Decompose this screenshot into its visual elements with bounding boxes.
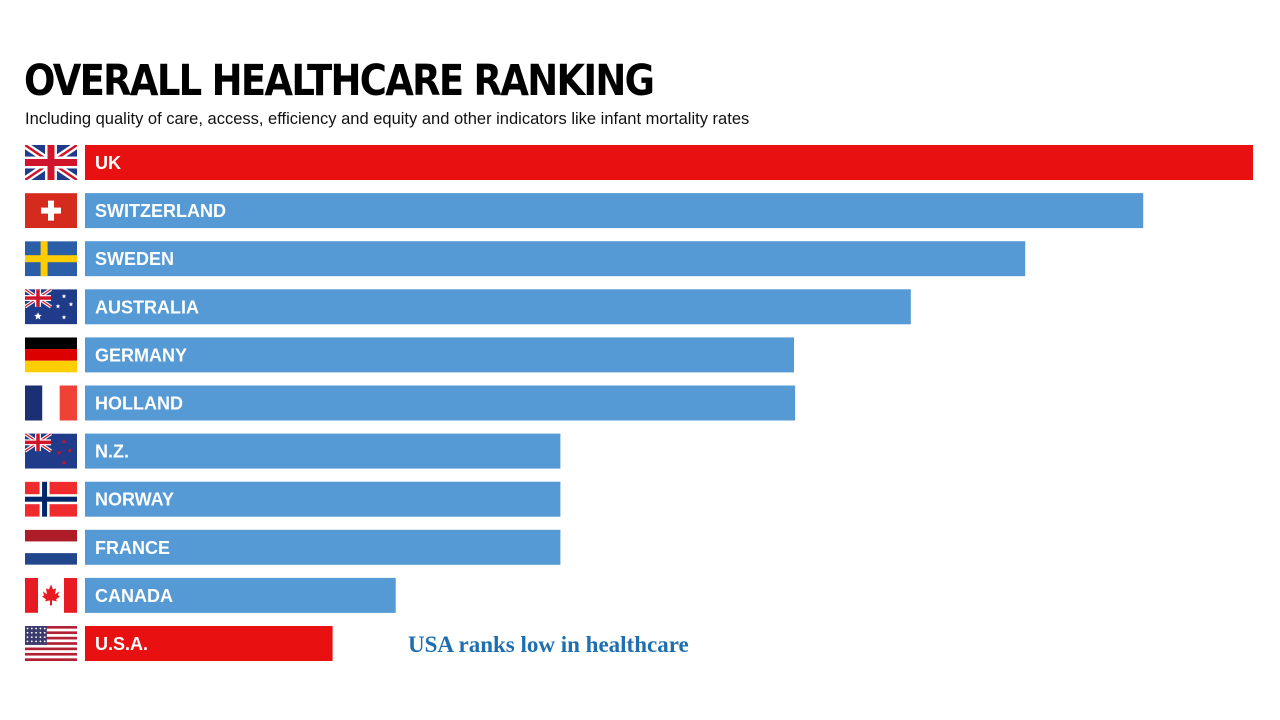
netherlands-flag-icon xyxy=(25,529,77,565)
bar-australia xyxy=(85,289,911,325)
bar-france xyxy=(85,529,561,565)
bar-label-canada: CANADA xyxy=(95,586,173,606)
bar-label-norway: NORWAY xyxy=(95,490,174,510)
chart-title: OVERALL HEALTHCARE RANKING xyxy=(24,56,655,106)
new-zealand-flag-icon xyxy=(25,433,77,469)
germany-flag-icon xyxy=(25,337,77,373)
bar-label-australia: AUSTRALIA xyxy=(95,297,199,317)
bar-switzerland xyxy=(85,193,1144,229)
bar-label-switzerland: SWITZERLAND xyxy=(95,201,226,221)
usa-flag-icon xyxy=(25,626,77,661)
bar-label-u-s-a: U.S.A. xyxy=(95,634,148,654)
bar-canada xyxy=(85,577,396,613)
bar-germany xyxy=(85,337,794,373)
bar-uk xyxy=(85,145,1253,180)
norway-flag-icon xyxy=(25,481,77,517)
uk-flag-icon xyxy=(25,145,77,180)
bar-norway xyxy=(85,481,561,517)
bar-sweden xyxy=(85,241,1026,277)
bar-label-n-z: N.Z. xyxy=(95,442,129,462)
switzerland-flag-icon xyxy=(25,193,77,229)
canada-flag-icon xyxy=(25,577,77,613)
bar-n-z xyxy=(85,433,561,469)
chart-subtitle: Including quality of care, access, effic… xyxy=(25,110,750,128)
bar-label-uk: UK xyxy=(95,153,121,173)
sweden-flag-icon xyxy=(25,241,77,277)
france-flag-icon xyxy=(25,385,77,421)
australia-flag-icon xyxy=(25,289,77,325)
bar-u-s-a xyxy=(85,626,333,661)
bar-holland xyxy=(85,385,796,421)
bar-label-france: FRANCE xyxy=(95,538,170,558)
bar-label-holland: HOLLAND xyxy=(95,394,183,414)
bar-label-germany: GERMANY xyxy=(95,345,187,365)
bar-label-sweden: SWEDEN xyxy=(95,249,174,269)
annotation-text: USA ranks low in healthcare xyxy=(408,632,689,657)
